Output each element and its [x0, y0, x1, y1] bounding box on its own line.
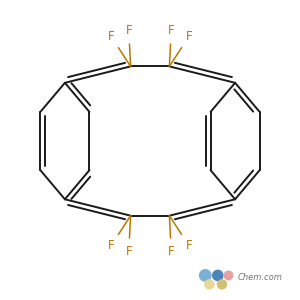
Text: F: F — [168, 24, 175, 37]
Text: F: F — [108, 30, 114, 43]
Text: F: F — [108, 239, 114, 252]
Text: F: F — [125, 24, 132, 37]
Circle shape — [205, 280, 214, 289]
Circle shape — [224, 271, 233, 280]
Text: F: F — [168, 245, 175, 258]
Text: F: F — [186, 239, 192, 252]
Text: Chem.com: Chem.com — [238, 273, 282, 282]
Circle shape — [213, 270, 223, 280]
Circle shape — [200, 270, 211, 281]
Circle shape — [218, 280, 226, 289]
Text: F: F — [125, 245, 132, 258]
Text: F: F — [186, 30, 192, 43]
